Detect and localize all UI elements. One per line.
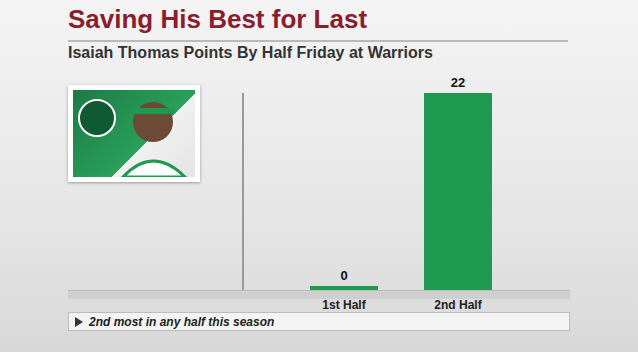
html-text:Saving His Best for Last: Saving His Best for Last	[68, 4, 368, 34]
svg-text:2nd Half: 2nd Half	[434, 298, 482, 312]
svg-text:0: 0	[340, 268, 347, 283]
html-text:Isaiah Thomas Points By Half F: Isaiah Thomas Points By Half Friday at W…	[68, 44, 433, 61]
svg-text:1st Half: 1st Half	[322, 298, 366, 312]
svg-text:22: 22	[451, 75, 465, 90]
html-text:2nd most in any half this seas: 2nd most in any half this season	[89, 314, 275, 329]
